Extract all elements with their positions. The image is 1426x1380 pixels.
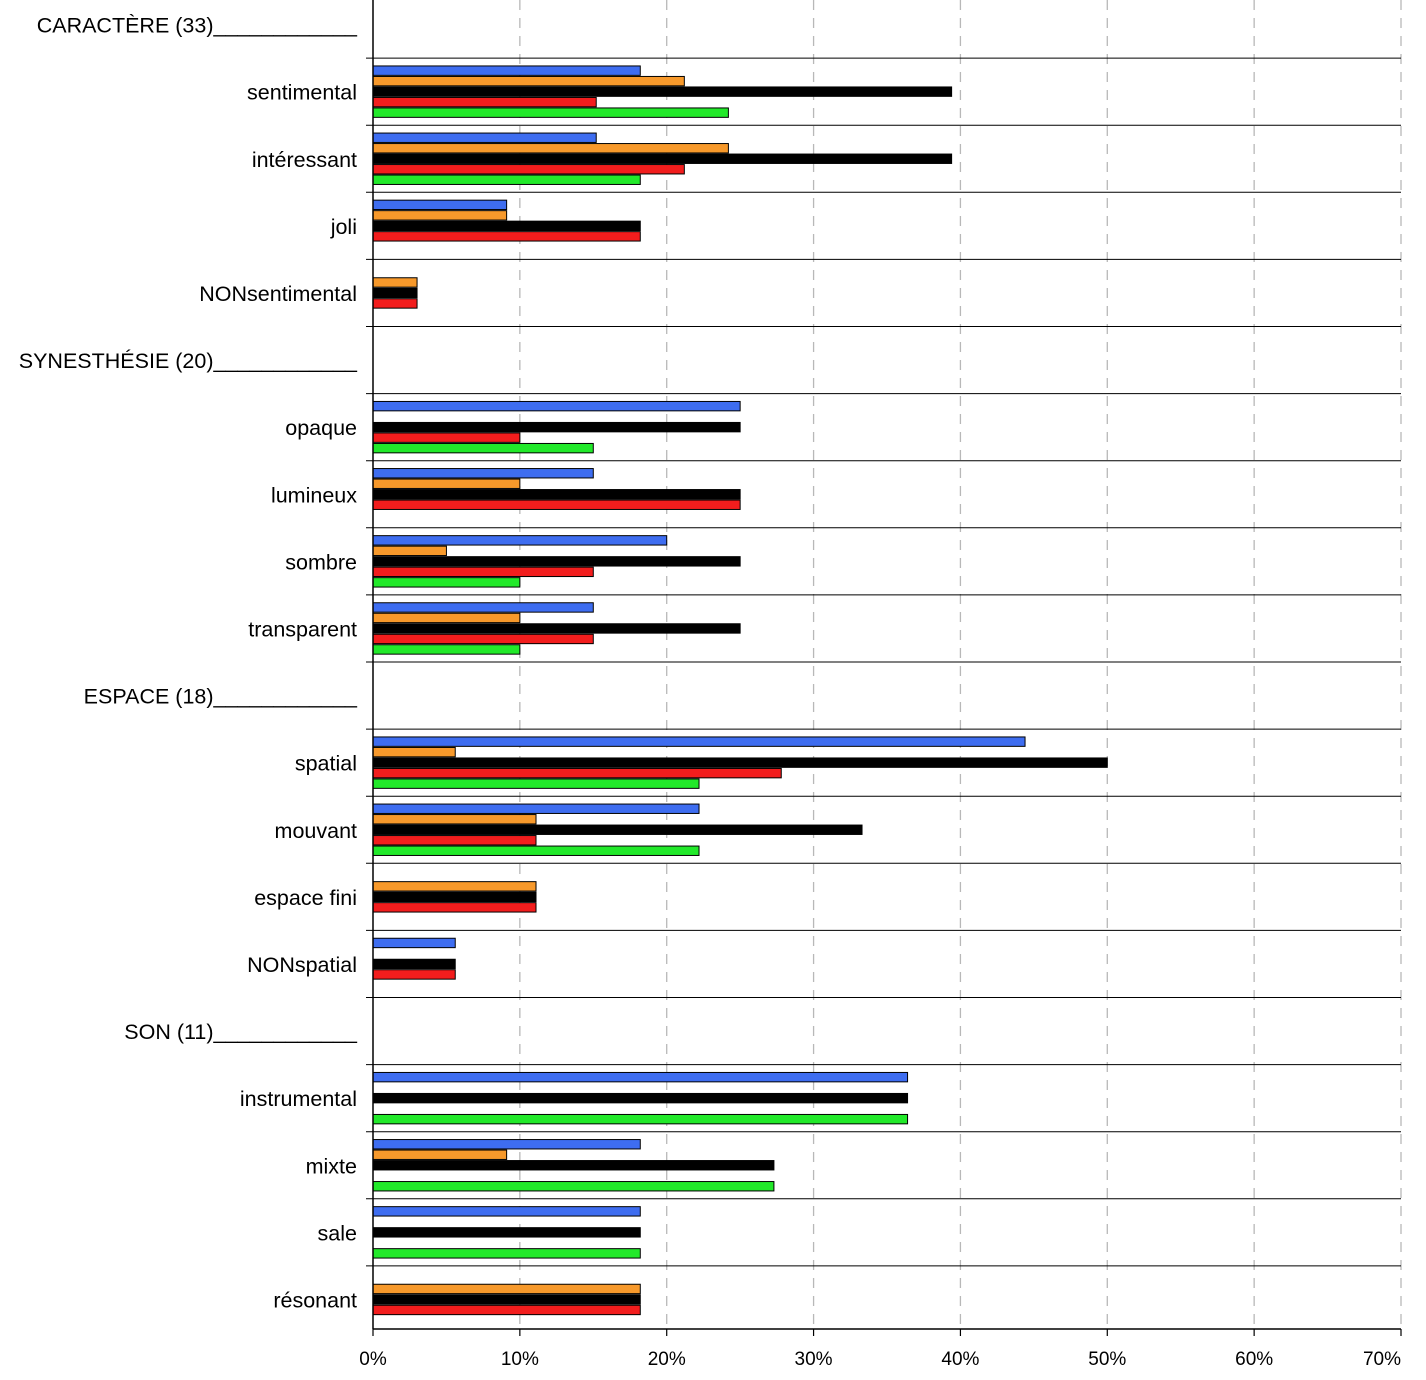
bar-3 bbox=[372, 958, 456, 970]
bar-3 bbox=[372, 1294, 641, 1305]
bar-3 bbox=[372, 489, 741, 500]
bar-3 bbox=[372, 1092, 909, 1104]
bar-2 bbox=[372, 814, 537, 825]
bar-5 bbox=[372, 442, 594, 454]
bar-3 bbox=[372, 1160, 775, 1171]
bar-4 bbox=[372, 298, 418, 309]
bar-2 bbox=[372, 1149, 508, 1160]
bar-1 bbox=[372, 65, 641, 76]
bar-4 bbox=[372, 633, 594, 645]
category-label: sentimental bbox=[247, 81, 357, 105]
bar-5 bbox=[372, 1181, 775, 1192]
bar-3 bbox=[372, 1227, 641, 1238]
bar-4 bbox=[372, 902, 537, 913]
bar-4 bbox=[372, 432, 521, 443]
bar-1 bbox=[372, 937, 456, 949]
category-label: lumineux bbox=[271, 483, 357, 507]
category-label: NONspatial bbox=[247, 953, 357, 977]
bar-3 bbox=[372, 287, 418, 299]
bar-5 bbox=[372, 1248, 641, 1259]
category-label: sombre bbox=[285, 550, 357, 574]
bar-4 bbox=[372, 164, 685, 175]
bar-5 bbox=[372, 577, 521, 588]
bar-1 bbox=[372, 1139, 641, 1150]
group-header-label: ESPACE (18)____________ bbox=[84, 685, 358, 709]
category-label: mouvant bbox=[275, 819, 357, 843]
group-header-label: CARACTÈRE (33)____________ bbox=[37, 13, 358, 38]
bar-3 bbox=[372, 421, 741, 433]
bar-3 bbox=[372, 824, 863, 835]
bar-3 bbox=[372, 220, 641, 232]
bar-4 bbox=[372, 96, 597, 108]
bar-1 bbox=[372, 736, 1026, 747]
x-tick-label: 70% bbox=[1363, 1349, 1401, 1370]
bar-2 bbox=[372, 143, 729, 154]
bar-5 bbox=[372, 644, 521, 655]
x-tick-label: 30% bbox=[795, 1349, 833, 1370]
bar-2 bbox=[372, 881, 537, 892]
x-tick-label: 0% bbox=[359, 1349, 387, 1370]
category-label: transparent bbox=[248, 617, 357, 641]
group-header-label: SON (11)____________ bbox=[124, 1020, 358, 1044]
category-label: mixte bbox=[306, 1154, 357, 1178]
bar-1 bbox=[372, 803, 700, 814]
x-tick-label: 50% bbox=[1088, 1349, 1126, 1370]
bar-2 bbox=[372, 210, 508, 221]
bar-4 bbox=[372, 767, 782, 779]
category-label: sale bbox=[318, 1221, 357, 1245]
category-label: joli bbox=[330, 215, 357, 239]
category-label: spatial bbox=[295, 752, 357, 776]
category-label: instrumental bbox=[240, 1087, 357, 1111]
category-label: NONsentimental bbox=[199, 282, 357, 306]
bar-2 bbox=[372, 545, 447, 557]
bar-3 bbox=[372, 86, 953, 97]
bar-1 bbox=[372, 400, 741, 412]
category-label: résonant bbox=[273, 1288, 357, 1312]
category-label: intéressant bbox=[252, 148, 357, 172]
x-tick-label: 60% bbox=[1235, 1349, 1273, 1370]
bar-4 bbox=[372, 835, 537, 846]
bar-5 bbox=[372, 107, 729, 118]
bar-4 bbox=[372, 231, 641, 242]
bar-3 bbox=[372, 757, 1108, 768]
bar-1 bbox=[372, 1071, 909, 1083]
bar-1 bbox=[372, 602, 594, 613]
bar-4 bbox=[372, 499, 741, 510]
x-tick-label: 10% bbox=[501, 1349, 539, 1370]
bar-5 bbox=[372, 174, 641, 185]
bar-2 bbox=[372, 75, 685, 87]
bar-3 bbox=[372, 556, 741, 567]
bar-2 bbox=[372, 277, 418, 288]
x-tick-label: 20% bbox=[648, 1349, 686, 1370]
bar-2 bbox=[372, 746, 456, 758]
bar-2 bbox=[372, 478, 521, 489]
group-header-label: SYNESTHÉSIE (20)____________ bbox=[19, 348, 358, 373]
category-label: opaque bbox=[285, 416, 357, 440]
bar-1 bbox=[372, 199, 508, 211]
bar-1 bbox=[372, 535, 668, 546]
bar-1 bbox=[372, 1206, 641, 1217]
bar-5 bbox=[372, 845, 700, 856]
bar-1 bbox=[372, 468, 594, 479]
bar-3 bbox=[372, 623, 741, 634]
x-tick-label: 40% bbox=[941, 1349, 979, 1370]
bar-4 bbox=[372, 969, 456, 980]
bar-2 bbox=[372, 1283, 641, 1295]
bar-1 bbox=[372, 132, 597, 143]
bar-2 bbox=[372, 612, 521, 624]
category-label: espace fini bbox=[254, 886, 357, 910]
bar-3 bbox=[372, 891, 537, 903]
bar-3 bbox=[372, 153, 953, 164]
bar-4 bbox=[372, 566, 594, 578]
bar-5 bbox=[372, 1113, 909, 1125]
bar-4 bbox=[372, 1304, 641, 1316]
bar-5 bbox=[372, 778, 700, 789]
